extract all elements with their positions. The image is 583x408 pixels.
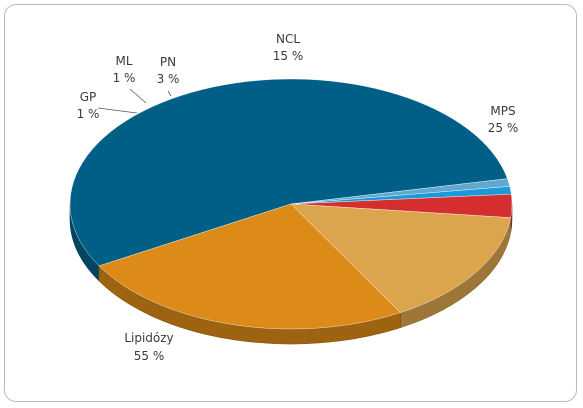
value-label-lipidozy: 55 % — [134, 349, 165, 363]
label-pn: PN — [160, 55, 176, 69]
leader-line-pn — [167, 90, 172, 97]
value-label-ncl: 15 % — [273, 49, 304, 63]
leader-line-ml — [129, 88, 147, 104]
value-label-mps: 25 % — [488, 121, 519, 135]
value-label-pn: 3 % — [157, 72, 180, 86]
label-gp: GP — [80, 90, 97, 104]
slice-labels: Lipidózy 55 % GP 1 % ML 1 % PN 3 % NCL 15 % MPS 25 … — [77, 32, 519, 363]
slice-ncl — [290, 203, 511, 313]
label-lipidozy: Lipidózy — [124, 331, 173, 345]
label-ncl: NCL — [276, 32, 300, 46]
label-mps: MPS — [490, 104, 515, 118]
label-ml: ML — [115, 54, 132, 68]
pie-slices — [69, 78, 513, 330]
leader-line-gp — [97, 107, 138, 114]
value-label-ml: 1 % — [113, 71, 136, 85]
value-label-gp: 1 % — [77, 107, 100, 121]
slice-mps — [98, 203, 401, 330]
slice-lipidozy — [69, 78, 508, 267]
leader-lines — [97, 88, 172, 114]
